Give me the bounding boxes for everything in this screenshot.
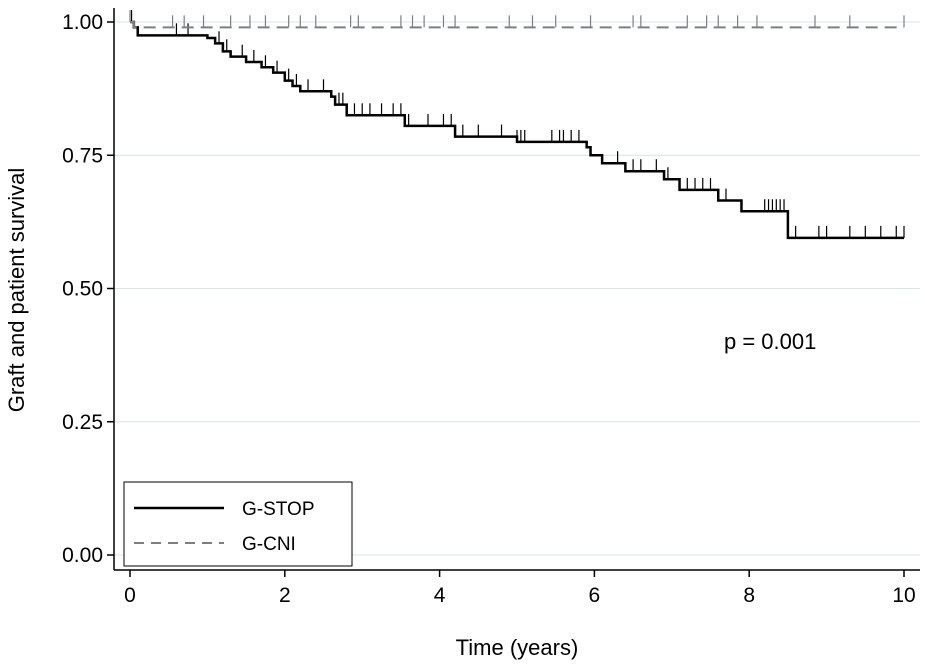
y-tick-label-1: 0.25 [62,411,103,434]
p-value-annotation: p = 0.001 [724,329,816,354]
gridlines [114,21,920,556]
series-group [129,10,905,240]
x-axis-title: Time (years) [456,635,579,660]
axes [107,8,920,577]
legend-box [123,481,353,567]
y-tick-label-3: 0.75 [62,144,103,167]
x-tick-label-4: 8 [743,584,755,607]
x-tick-label-5: 10 [892,584,915,607]
x-tick-label-3: 6 [589,584,601,607]
series-line-g-cni [130,21,904,29]
legend: G-STOP G-CNI [123,481,353,567]
legend-label-g-stop: G-STOP [242,499,315,520]
x-tick-label-2: 4 [434,584,446,607]
x-tick-label-0: 0 [124,584,136,607]
y-tick-label-2: 0.50 [62,278,103,301]
x-tick-label-1: 2 [279,584,291,607]
tick-labels: 0.00 0.25 0.50 0.75 1.00 0 2 4 6 8 10 [62,11,916,607]
y-axis-title: Graft and patient survival [4,168,29,413]
legend-label-g-cni: G-CNI [242,534,296,555]
y-tick-label-0: 0.00 [62,544,103,567]
y-tick-label-4: 1.00 [62,11,103,34]
series-line-g-stop [130,20,904,240]
